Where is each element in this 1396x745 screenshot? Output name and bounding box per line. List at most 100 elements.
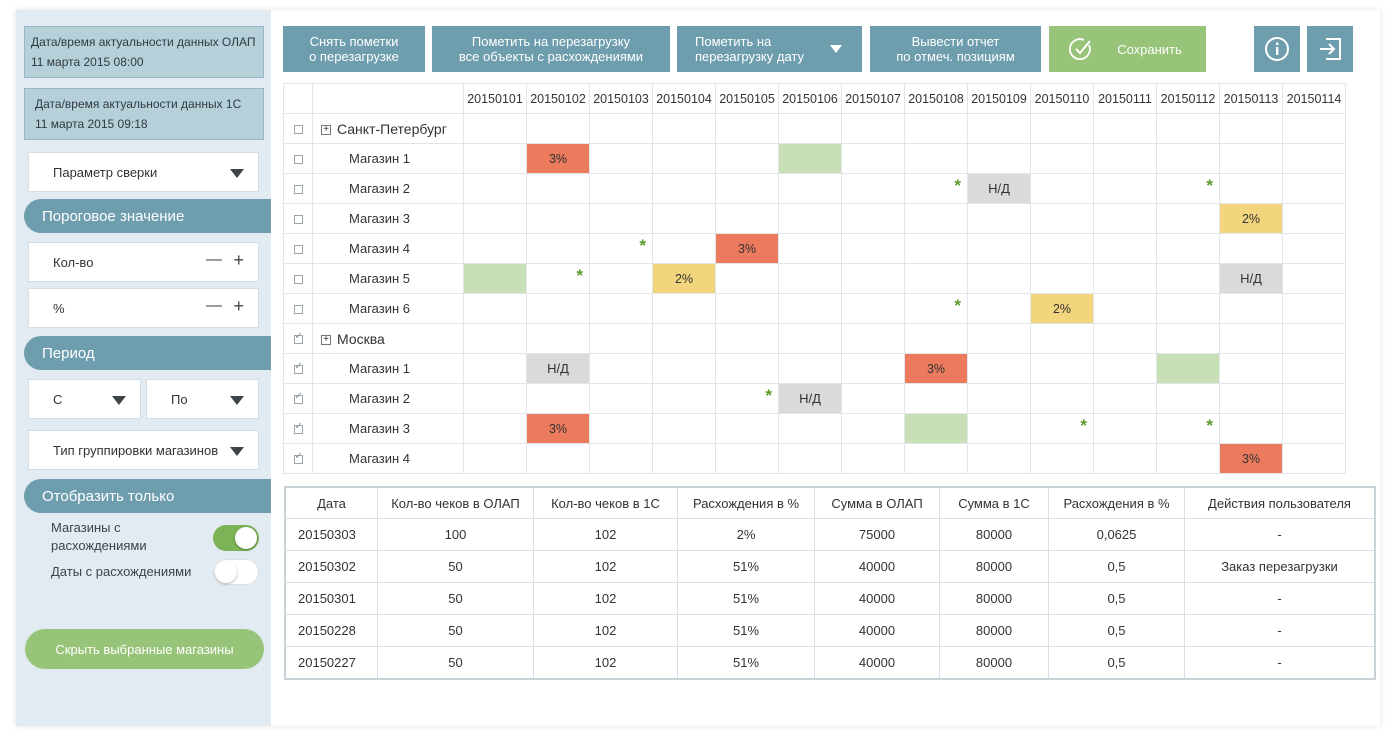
grid-cell[interactable] [715,413,779,444]
grid-cell[interactable] [1030,203,1094,234]
details-column-header[interactable]: Кол-во чеков в 1С [533,486,678,519]
red-status-cell[interactable]: 3% [526,143,590,174]
grid-cell[interactable]: * [526,263,590,294]
grid-cell[interactable] [778,413,842,444]
grid-cell[interactable] [1282,203,1346,234]
grid-cell[interactable] [526,173,590,204]
grid-cell[interactable] [841,293,905,324]
grid-cell[interactable] [841,353,905,384]
grid-cell[interactable] [589,113,653,144]
grid-cell[interactable] [1156,143,1220,174]
date-header[interactable]: 20150104 [652,83,716,114]
grid-cell[interactable]: * [904,293,968,324]
grid-cell[interactable] [463,353,527,384]
grid-cell[interactable] [967,113,1031,144]
grid-cell[interactable] [1030,233,1094,264]
param-select[interactable]: Параметр сверки [28,152,259,192]
row-checkbox[interactable] [293,155,303,164]
grid-cell[interactable] [967,203,1031,234]
grouping-select[interactable]: Тип группировки магазинов [28,430,259,470]
plus-icon[interactable]: + [233,296,244,316]
table-row[interactable]: 20150303 100 102 2% 75000 80000 0,0625- [284,518,1376,551]
grid-cell[interactable] [1282,353,1346,384]
grid-cell[interactable] [1282,143,1346,174]
row-checkbox[interactable] [293,331,303,344]
grid-cell[interactable] [967,383,1031,414]
plus-icon[interactable]: + [233,250,244,270]
grid-cell[interactable] [778,263,842,294]
grid-cell[interactable] [904,383,968,414]
grid-cell[interactable] [526,293,590,324]
grid-cell[interactable] [589,293,653,324]
qty-stepper[interactable]: Кол-во — + [28,242,259,282]
grid-cell[interactable] [778,293,842,324]
grid-cell[interactable] [778,233,842,264]
from-select[interactable]: С [28,379,141,419]
date-header[interactable]: 20150112 [1156,83,1220,114]
grid-cell[interactable] [1282,413,1346,444]
grid-cell[interactable] [715,293,779,324]
date-header[interactable]: 20150106 [778,83,842,114]
grid-cell[interactable] [841,233,905,264]
table-row[interactable]: 20150302 50 102 51% 40000 80000 0,5 Заказ перез… [284,550,1376,583]
grid-cell[interactable] [1093,203,1157,234]
grid-cell[interactable] [589,443,653,474]
row-checkbox[interactable] [293,451,303,464]
grid-cell[interactable] [967,413,1031,444]
grid-cell[interactable] [841,323,905,354]
grid-cell[interactable] [1030,323,1094,354]
grid-cell[interactable]: * [589,233,653,264]
grid-cell[interactable] [1282,323,1346,354]
expand-icon[interactable]: + [321,335,331,346]
grid-cell[interactable] [841,173,905,204]
grid-cell[interactable] [1093,413,1157,444]
grid-cell[interactable] [463,293,527,324]
expand-icon[interactable]: + [321,125,331,136]
green-status-cell[interactable] [1156,353,1220,384]
grid-cell[interactable] [1093,173,1157,204]
grid-cell[interactable] [1030,263,1094,294]
grid-cell[interactable] [1219,143,1283,174]
report-button[interactable]: Вывести отчет по отмеч. позициям [870,26,1041,72]
grid-cell[interactable] [1282,233,1346,264]
details-column-header[interactable]: Сумма в ОЛАП [814,486,940,519]
grid-cell[interactable] [841,413,905,444]
grid-cell[interactable]: * [1156,173,1220,204]
details-column-header[interactable]: Действия пользователя [1184,486,1376,519]
grid-cell[interactable] [1093,293,1157,324]
grid-cell[interactable] [1219,293,1283,324]
table-row[interactable]: 20150301 50 102 51% 40000 80000 0,5- [284,582,1376,615]
grid-cell[interactable] [1093,443,1157,474]
exit-button[interactable] [1307,26,1353,72]
grid-cell[interactable] [589,413,653,444]
grid-cell[interactable] [841,383,905,414]
grid-cell[interactable] [715,263,779,294]
grid-cell[interactable] [652,383,716,414]
grid-cell[interactable] [1030,383,1094,414]
toggle-stores-switch[interactable] [213,525,259,551]
grid-cell[interactable] [1219,323,1283,354]
grid-cell[interactable] [1030,143,1094,174]
green-status-cell[interactable] [904,413,968,444]
grid-cell[interactable] [904,443,968,474]
grid-cell[interactable] [715,443,779,474]
grid-cell[interactable] [463,113,527,144]
grid-cell[interactable] [715,203,779,234]
grid-cell[interactable] [904,233,968,264]
details-column-header[interactable]: Расхождения в % [677,486,815,519]
row-checkbox[interactable] [293,421,303,434]
date-header[interactable]: 20150103 [589,83,653,114]
minus-icon[interactable]: — [206,251,222,268]
info-button[interactable] [1254,26,1300,72]
grid-cell[interactable] [526,443,590,474]
grid-cell[interactable] [652,173,716,204]
grid-cell[interactable] [1093,263,1157,294]
row-checkbox[interactable] [293,391,303,404]
grid-cell[interactable] [1156,443,1220,474]
row-checkbox[interactable] [293,185,303,194]
grid-cell[interactable] [652,323,716,354]
grid-cell[interactable] [1093,143,1157,174]
row-checkbox[interactable] [293,215,303,224]
grid-cell[interactable] [526,203,590,234]
grid-cell[interactable]: * [1156,413,1220,444]
